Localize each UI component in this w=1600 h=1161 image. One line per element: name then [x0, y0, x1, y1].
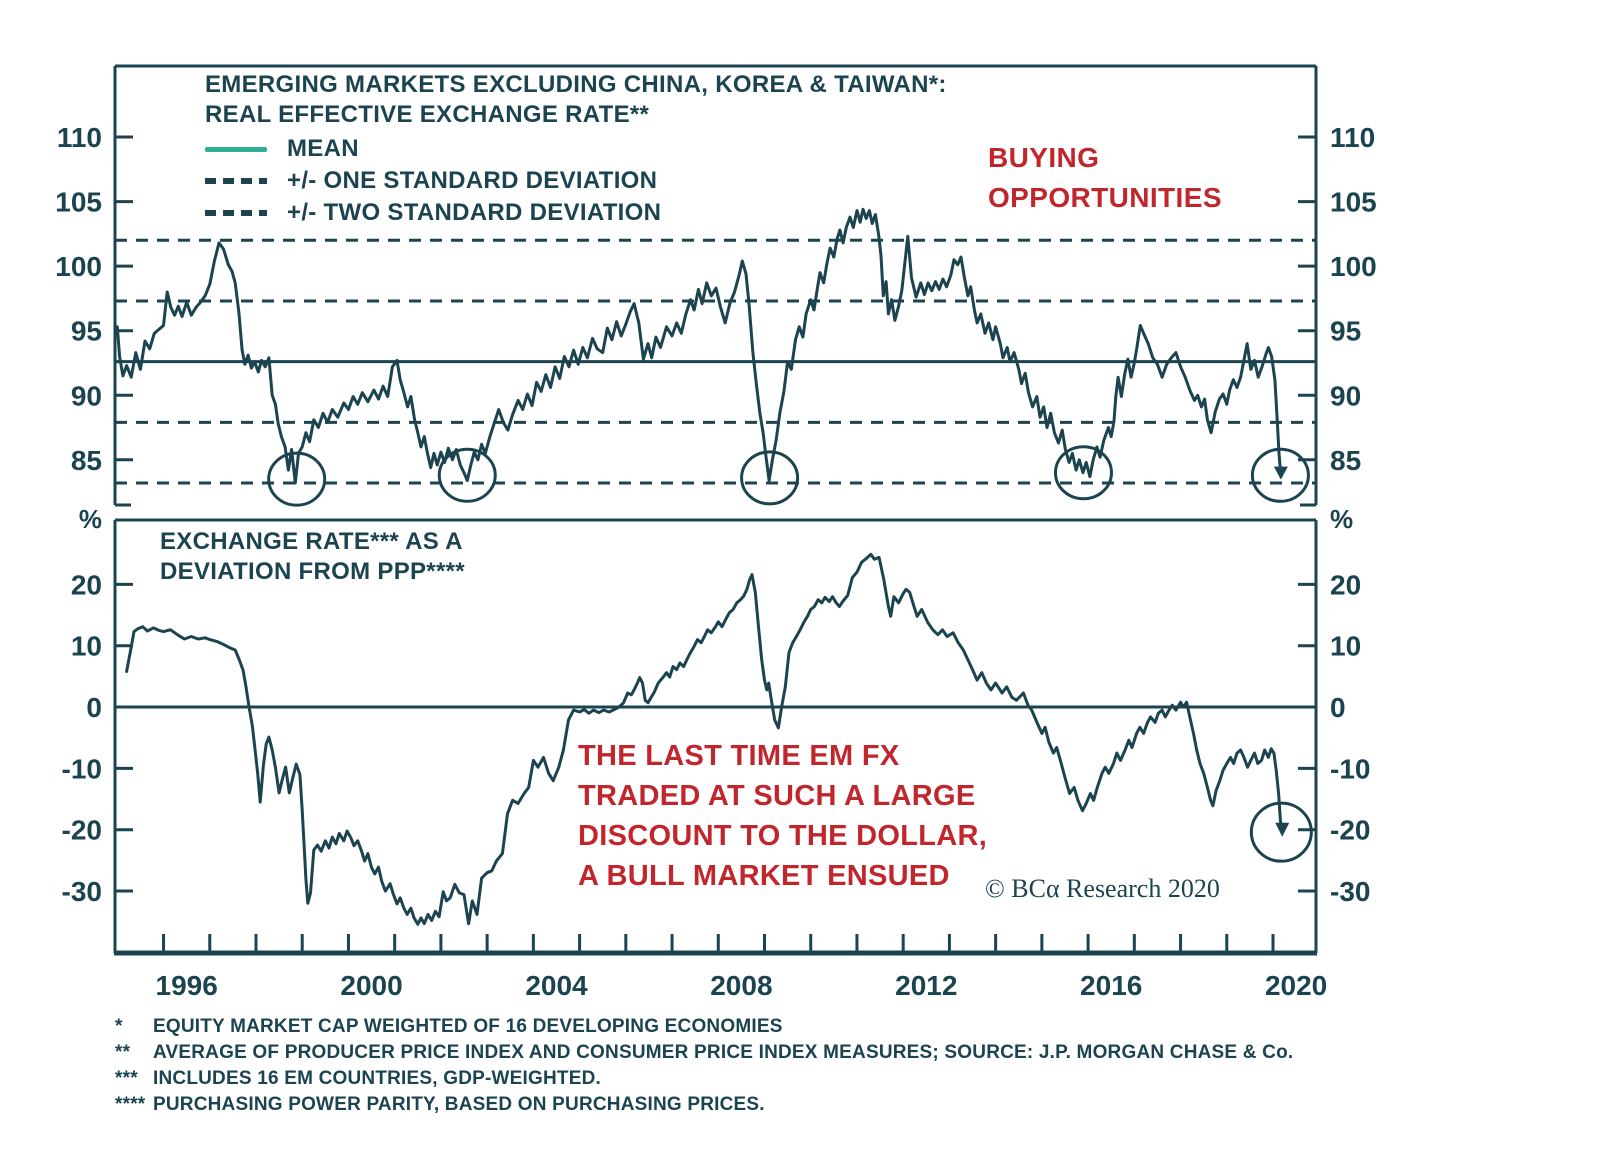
- footnote-2: ** AVERAGE OF PRODUCER PRICE INDEX AND C…: [115, 1040, 1575, 1066]
- y-axis-label-right: 20: [1330, 569, 1361, 600]
- reer-series-end-arrow-icon: [1273, 466, 1288, 480]
- y-axis-label-left: 0: [86, 692, 102, 723]
- bull-market-annotation-line1: THE LAST TIME EM FX: [578, 740, 900, 772]
- one-sd-dash-swatch-icon: [205, 178, 267, 184]
- em-fx-discount-circle: [1249, 801, 1313, 863]
- y-axis-label-left: 90: [71, 380, 102, 411]
- footnote-1-marker: *: [115, 1016, 123, 1037]
- y-axis-label-left: 100: [55, 251, 102, 282]
- y-axis-label-right: 105: [1330, 187, 1377, 218]
- y-axis-label-left: 110: [57, 122, 102, 153]
- bottom-panel-title-line1: EXCHANGE RATE*** AS A: [160, 528, 463, 555]
- footnotes: * EQUITY MARKET CAP WEIGHTED OF 16 DEVEL…: [115, 1014, 1575, 1118]
- percent-unit-label-right: %: [1330, 504, 1353, 534]
- y-axis-label-left: 95: [71, 316, 102, 347]
- buying-opportunities-line2: OPPORTUNITIES: [988, 182, 1222, 213]
- footnote-3-marker: ***: [115, 1068, 138, 1089]
- footnote-3-text: INCLUDES 16 EM COUNTRIES, GDP-WEIGHTED.: [153, 1068, 602, 1089]
- x-axis-label: 2004: [525, 970, 588, 1001]
- legend-label-mean: MEAN: [287, 135, 359, 162]
- y-axis-label-right: -20: [1330, 815, 1370, 846]
- y-axis-label-right: 10: [1330, 631, 1361, 662]
- two-sd-dash-swatch-icon: [205, 210, 267, 216]
- x-axis-label: 2016: [1080, 970, 1142, 1001]
- bull-market-annotation-line4: A BULL MARKET ENSUED: [578, 860, 950, 892]
- footnote-2-marker: **: [115, 1042, 131, 1063]
- top-panel-title-line2: REAL EFFECTIVE EXCHANGE RATE**: [205, 101, 650, 128]
- footnote-3: *** INCLUDES 16 EM COUNTRIES, GDP-WEIGHT…: [115, 1066, 1575, 1092]
- bull-market-annotation-line3: DISCOUNT TO THE DOLLAR,: [578, 820, 988, 852]
- footnote-4: **** PURCHASING POWER PARITY, BASED ON P…: [115, 1092, 1575, 1118]
- buying-opportunities-line1: BUYING: [988, 142, 1100, 173]
- ppp-series-end-arrow-icon: [1275, 822, 1290, 837]
- y-axis-label-left: 10: [71, 631, 102, 662]
- y-axis-label-left: -10: [62, 753, 102, 784]
- ppp-deviation-series-line: [125, 552, 1284, 926]
- bull-market-annotation-line2: TRADED AT SUCH A LARGE: [578, 780, 976, 812]
- legend-label-one-sd: +/- ONE STANDARD DEVIATION: [287, 167, 658, 194]
- y-axis-label-right: -30: [1330, 876, 1370, 907]
- buying-opportunity-circle: [267, 451, 327, 507]
- x-axis-label: 2000: [340, 970, 402, 1001]
- buying-opportunities-annotation: BUYING OPPORTUNITIES: [988, 138, 1222, 218]
- bottom-panel-title: EXCHANGE RATE*** AS A DEVIATION FROM PPP…: [160, 527, 465, 587]
- y-axis-label-left: -30: [62, 876, 102, 907]
- footnote-2-text: AVERAGE OF PRODUCER PRICE INDEX AND CONS…: [153, 1042, 1294, 1063]
- y-axis-label-left: 105: [55, 187, 102, 218]
- x-axis-label: 1996: [156, 970, 218, 1001]
- buying-opportunity-circle: [740, 450, 800, 506]
- y-axis-label-right: 100: [1330, 251, 1377, 282]
- legend-item-mean: MEAN: [205, 133, 947, 165]
- y-axis-label-right: 95: [1330, 316, 1361, 347]
- top-panel-title-line1: EMERGING MARKETS EXCLUDING CHINA, KOREA …: [205, 71, 947, 98]
- footnote-1-text: EQUITY MARKET CAP WEIGHTED OF 16 DEVELOP…: [153, 1016, 783, 1037]
- y-axis-label-right: 110: [1330, 122, 1375, 153]
- y-axis-label-left: 20: [71, 569, 102, 600]
- footnote-4-text: PURCHASING POWER PARITY, BASED ON PURCHA…: [153, 1094, 765, 1115]
- y-axis-label-left: 85: [71, 445, 102, 476]
- y-axis-label-left: -20: [62, 815, 102, 846]
- mean-line-swatch-icon: [205, 146, 267, 152]
- footnote-1: * EQUITY MARKET CAP WEIGHTED OF 16 DEVEL…: [115, 1014, 1575, 1040]
- footnote-4-marker: ****: [115, 1094, 146, 1115]
- reer-series-line: [114, 207, 1283, 485]
- buying-opportunity-circle: [437, 447, 497, 503]
- x-axis-label: 2020: [1265, 970, 1327, 1001]
- buying-opportunity-circle: [1053, 445, 1113, 501]
- legend-label-two-sd: +/- TWO STANDARD DEVIATION: [287, 199, 662, 226]
- top-panel-header: EMERGING MARKETS EXCLUDING CHINA, KOREA …: [205, 70, 947, 229]
- x-axis-label: 2012: [895, 970, 957, 1001]
- bull-market-annotation: THE LAST TIME EM FX TRADED AT SUCH A LAR…: [578, 736, 987, 896]
- legend-item-one-sd: +/- ONE STANDARD DEVIATION: [205, 165, 947, 197]
- y-axis-label-right: 90: [1330, 380, 1361, 411]
- legend-item-two-sd: +/- TWO STANDARD DEVIATION: [205, 197, 947, 229]
- percent-unit-label-left: %: [79, 504, 102, 534]
- legend: MEAN +/- ONE STANDARD DEVIATION +/- TWO …: [205, 133, 947, 229]
- x-axis-label: 2008: [710, 970, 772, 1001]
- y-axis-label-right: -10: [1330, 753, 1370, 784]
- y-axis-label-right: 0: [1330, 692, 1346, 723]
- y-axis-label-right: 85: [1330, 445, 1361, 476]
- bottom-panel-title-line2: DEVIATION FROM PPP****: [160, 558, 465, 585]
- buying-opportunity-circle: [1250, 447, 1310, 503]
- copyright-credit: © BCα Research 2020: [985, 874, 1220, 903]
